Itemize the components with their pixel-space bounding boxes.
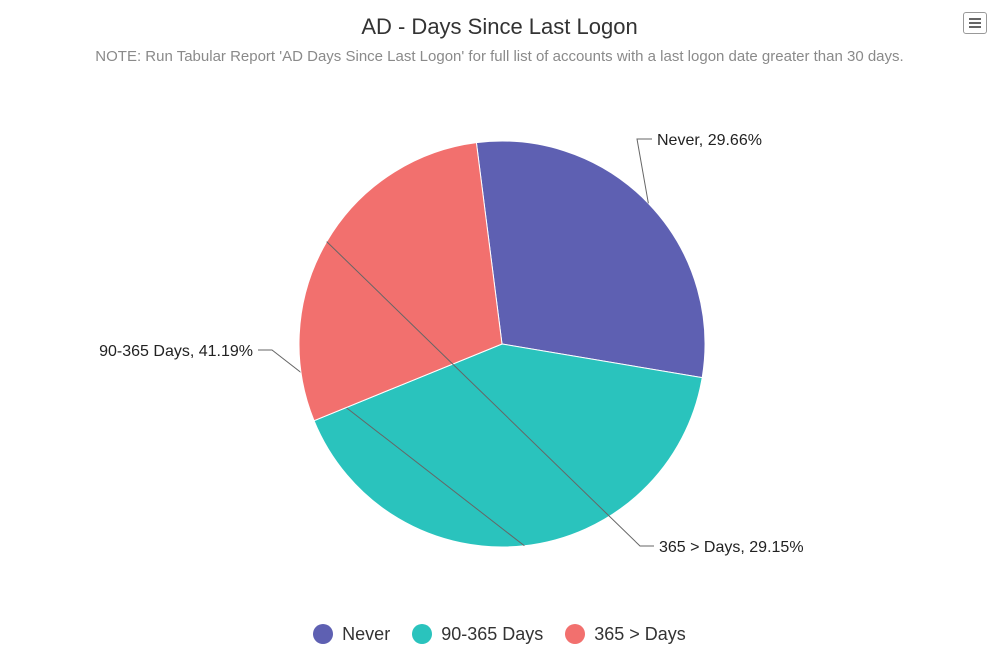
pie-slice-365-plus-days[interactable] bbox=[298, 142, 503, 422]
data-label-connector-365-plus-days bbox=[326, 241, 654, 547]
pie-slice-never[interactable] bbox=[475, 140, 706, 379]
legend-item-365-plus-days[interactable]: 365 > Days bbox=[565, 624, 686, 645]
legend-item-90-365-days[interactable]: 90-365 Days bbox=[412, 624, 543, 645]
legend: Never 90-365 Days 365 > Days bbox=[0, 620, 999, 648]
legend-item-never[interactable]: Never bbox=[313, 624, 390, 645]
legend-swatch-90-365-days bbox=[412, 624, 433, 644]
data-label-connector-never bbox=[636, 138, 652, 204]
legend-label-365-plus-days: 365 > Days bbox=[594, 623, 686, 644]
chart-title: AD - Days Since Last Logon bbox=[361, 14, 638, 39]
data-label-never: Never, 29.66% bbox=[657, 132, 762, 149]
data-label-90-365-days: 90-365 Days, 41.19% bbox=[99, 343, 253, 360]
legend-swatch-never bbox=[313, 624, 334, 644]
legend-label-never: Never bbox=[342, 623, 391, 644]
chart-subtitle: NOTE: Run Tabular Report 'AD Days Since … bbox=[95, 48, 904, 65]
legend-swatch-365-plus-days bbox=[565, 624, 586, 644]
chart-menu-button[interactable] bbox=[963, 12, 987, 34]
legend-label-90-365-days: 90-365 Days bbox=[441, 623, 544, 644]
data-label-connector-90-365-days bbox=[258, 349, 525, 547]
data-label-365-plus-days: 365 > Days, 29.15% bbox=[659, 539, 804, 556]
